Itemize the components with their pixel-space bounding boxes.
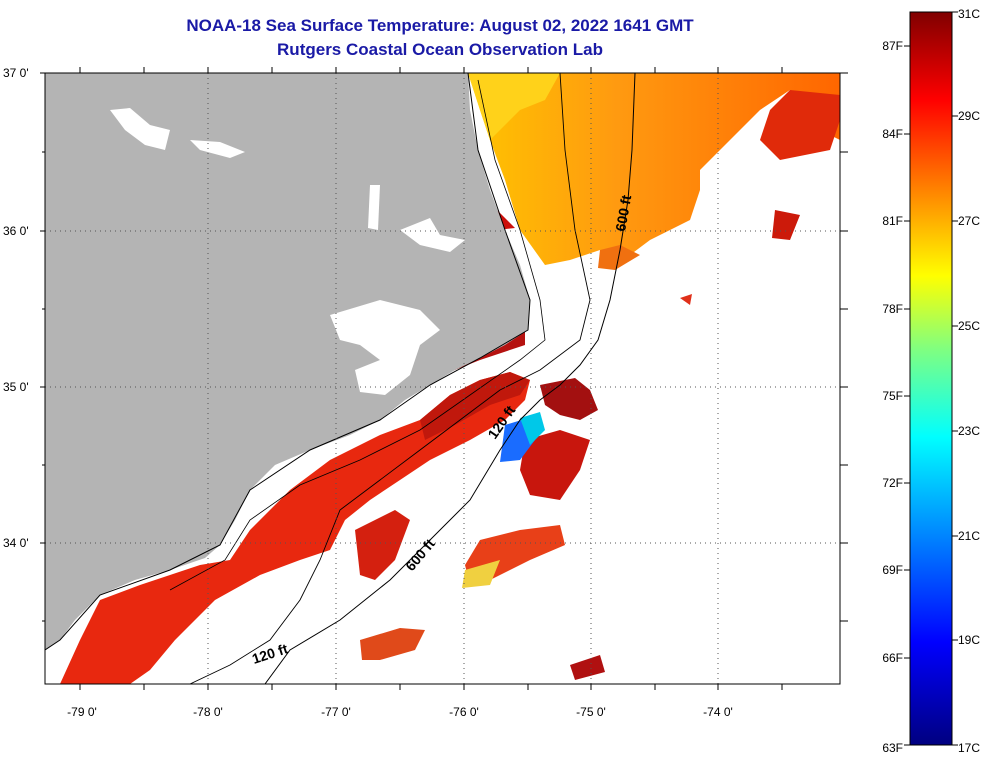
lon-label: -78 0': [193, 705, 223, 719]
sst-offshore-red-4: [570, 655, 605, 680]
colorbar-f-label: 81F: [882, 214, 903, 228]
map-title: NOAA-18 Sea Surface Temperature: August …: [186, 16, 694, 35]
colorbar-c-label: 29C: [958, 109, 980, 123]
water-pamlico-sound-white: [330, 300, 440, 395]
sst-small-patch: [680, 294, 692, 305]
sst-north-red-edge: [760, 90, 840, 160]
colorbar-f-label: 63F: [882, 741, 903, 755]
colorbar-f-label: 72F: [882, 476, 903, 490]
map-subtitle: Rutgers Coastal Ocean Observation Lab: [277, 40, 603, 59]
sst-inshore-red: [355, 510, 410, 580]
colorbar-f-label: 69F: [882, 563, 903, 577]
sst-north-plume: [468, 73, 840, 265]
water-inlet-1: [110, 108, 170, 150]
lat-label: 35 0': [3, 380, 29, 394]
colorbar-c-label: 19C: [958, 633, 980, 647]
lon-label: -74 0': [703, 705, 733, 719]
lat-label: 37 0': [3, 66, 29, 80]
grid: [45, 73, 840, 684]
land-mainland: [45, 73, 530, 650]
sst-north-yellow: [468, 73, 560, 140]
colorbar-c-label: 31C: [958, 7, 980, 21]
sst-coastal-band: [60, 372, 530, 684]
isobath-label-600-north: 600 ft: [612, 193, 634, 232]
lon-label: -75 0': [576, 705, 606, 719]
sst-cool-patch-2: [520, 412, 545, 445]
water-inlet-2: [190, 140, 245, 158]
lon-label: -76 0': [449, 705, 479, 719]
colorbar-c-label: 17C: [958, 741, 980, 755]
water-albemarle-sound: [400, 218, 465, 252]
isobath-120: [189, 73, 591, 684]
lat-label: 34 0': [3, 536, 29, 550]
sst-offshore-red-1: [520, 430, 590, 500]
colorbar-c-label: 25C: [958, 319, 980, 333]
colorbar-c-label: 23C: [958, 424, 980, 438]
sst-offshore-yellow: [462, 560, 500, 588]
isobath-600-north: [264, 73, 636, 684]
colorbar-f-label: 66F: [882, 651, 903, 665]
lon-label: -79 0': [67, 705, 97, 719]
colorbar-c-label: 27C: [958, 214, 980, 228]
sst-offshore-red-3: [360, 628, 425, 660]
water-river-1: [368, 185, 380, 230]
map-frame: [44, 72, 841, 685]
colorbar-f-label: 78F: [882, 302, 903, 316]
ticks: [40, 67, 848, 690]
sst-offshore-dark: [540, 378, 598, 420]
lat-label: 36 0': [3, 224, 29, 238]
colorbar-c-label: 21C: [958, 529, 980, 543]
sst-north-red-patch: [772, 210, 800, 240]
colorbar-ticks: [904, 11, 958, 746]
coastline: [45, 73, 531, 651]
colorbar-f-label: 75F: [882, 389, 903, 403]
outer-banks: [169, 79, 546, 591]
lon-label: -77 0': [321, 705, 351, 719]
colorbar-f-label: 87F: [882, 39, 903, 53]
colorbar: [909, 11, 953, 746]
colorbar-f-label: 84F: [882, 127, 903, 141]
